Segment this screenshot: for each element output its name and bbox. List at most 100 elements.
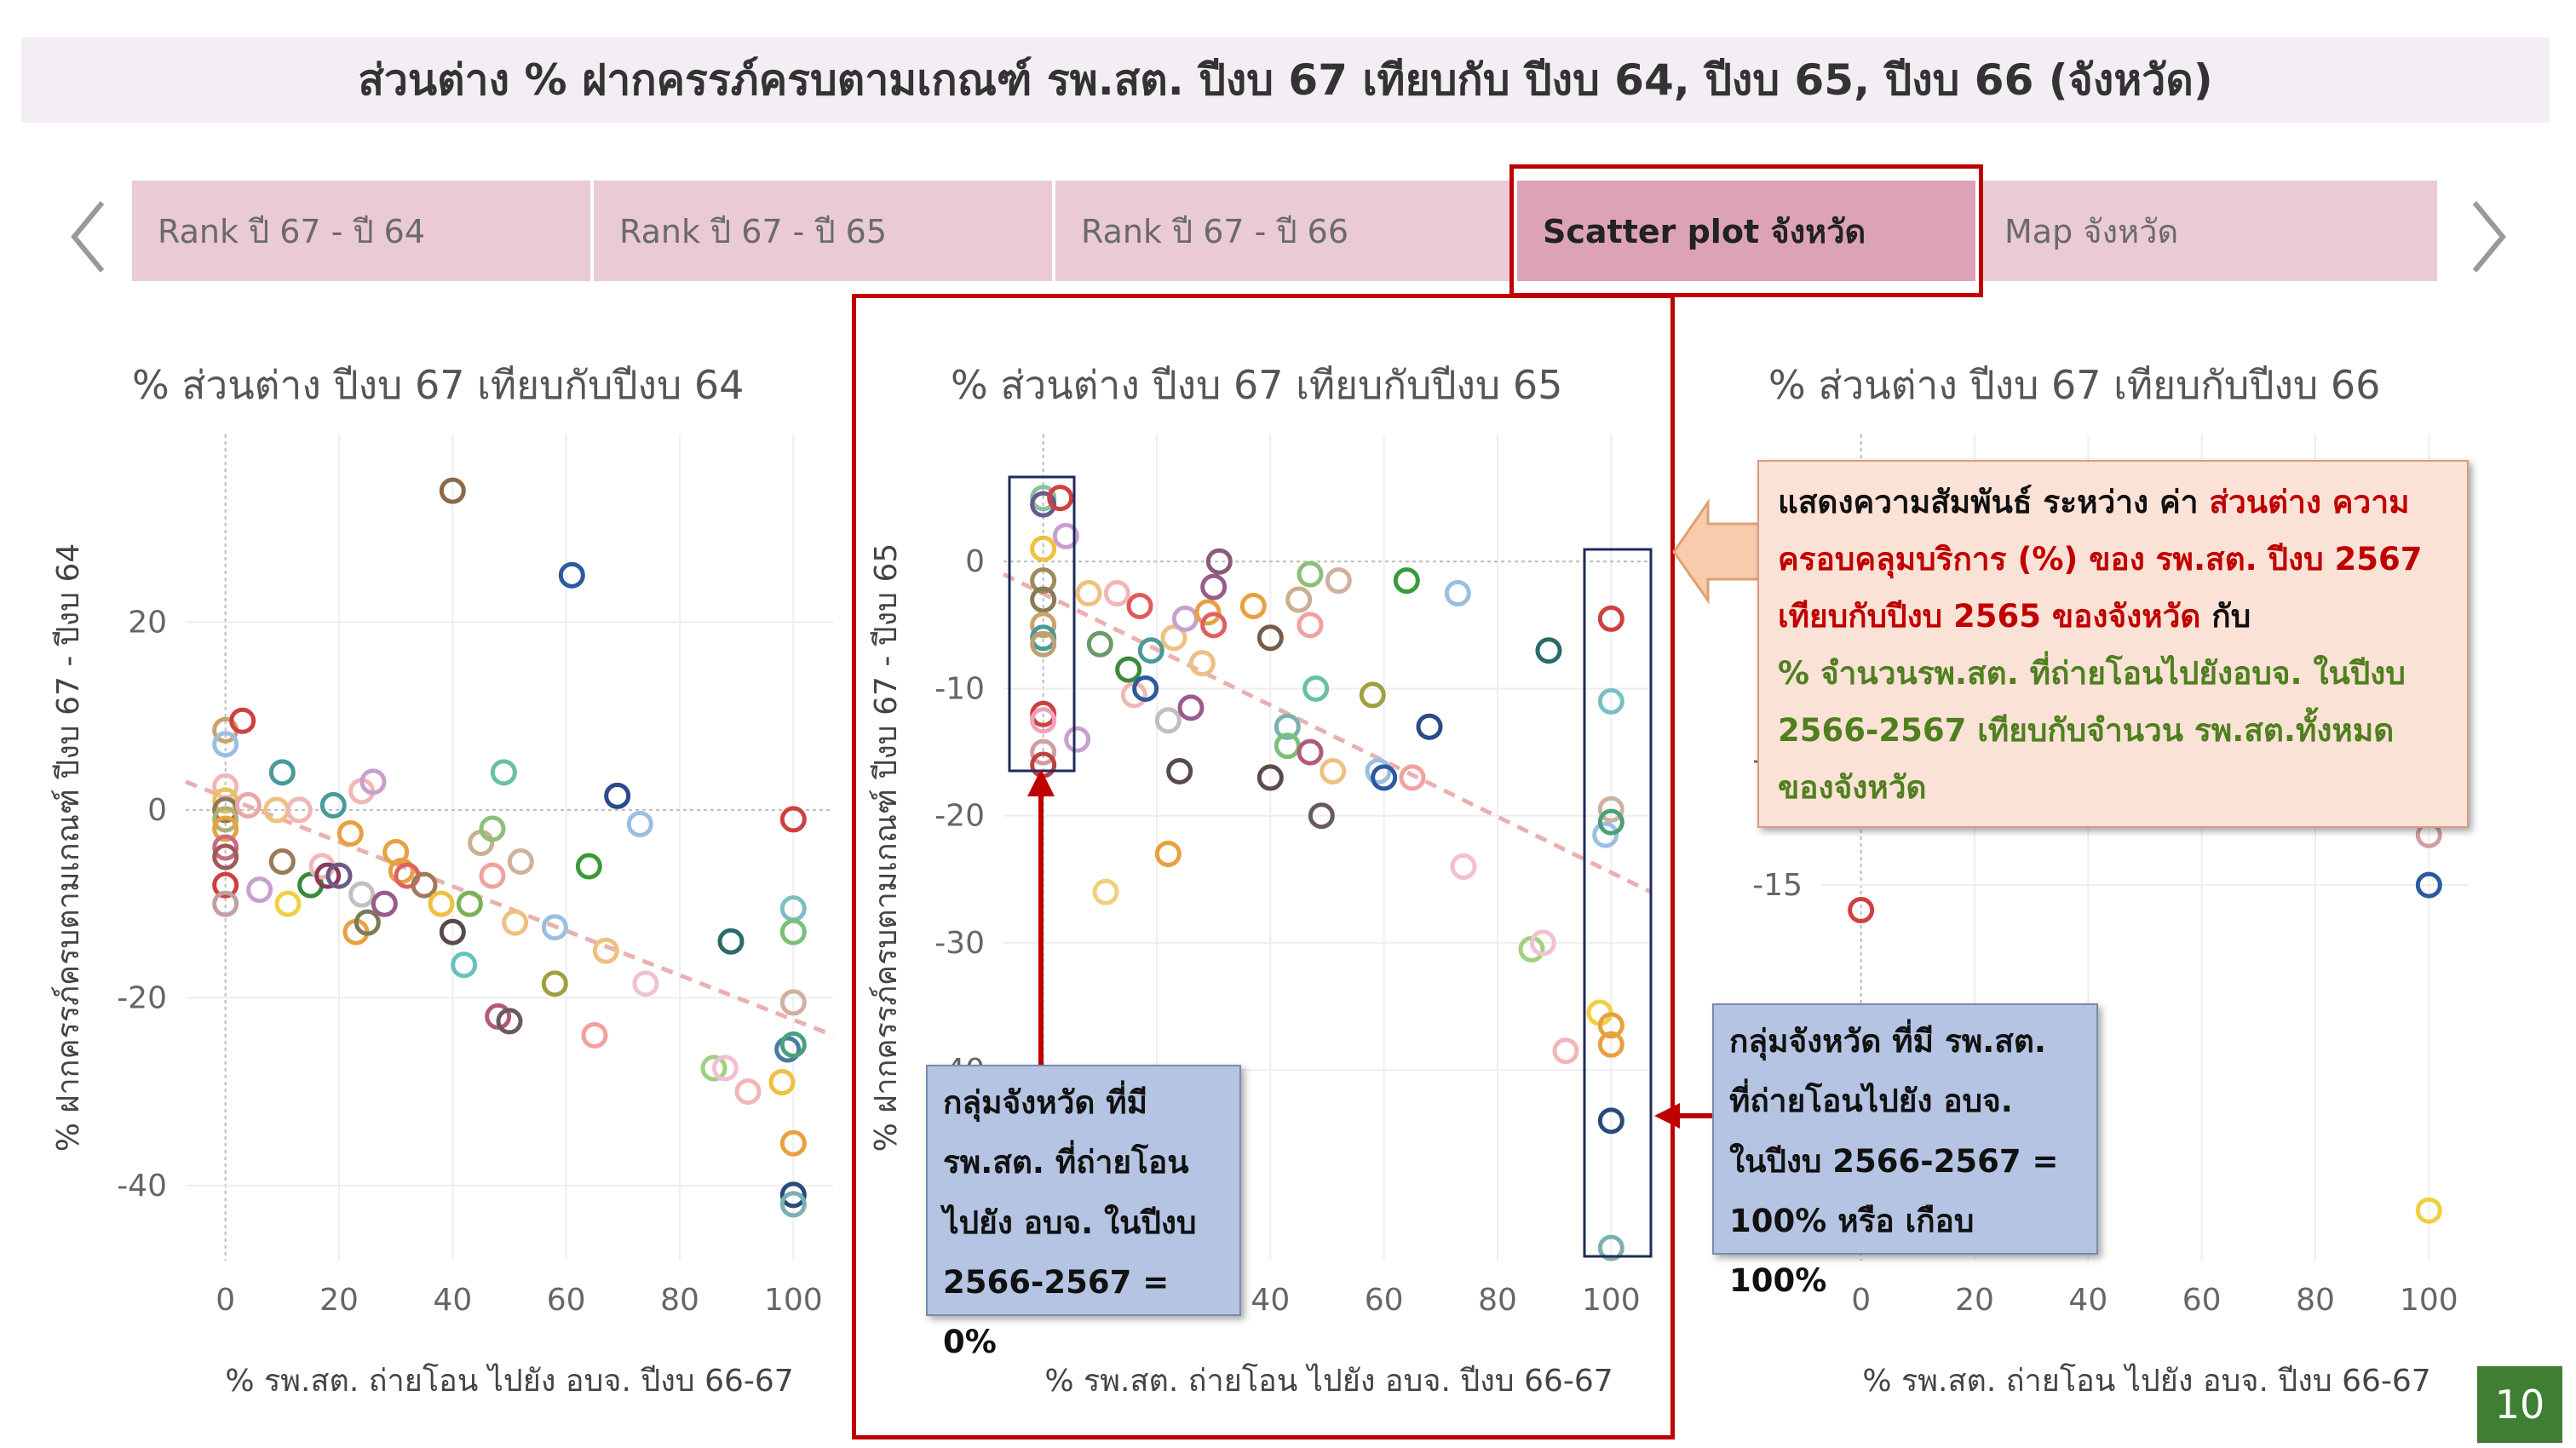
callout-explanation: แสดงความสัมพันธ์ ระหว่าง ค่า ส่วนต่าง คว… bbox=[1757, 460, 2469, 828]
data-point bbox=[319, 791, 347, 819]
x-tick-label: 20 bbox=[1955, 1283, 1994, 1318]
middle-chart-highlight bbox=[852, 294, 1675, 1439]
data-point bbox=[212, 815, 239, 842]
data-point bbox=[1132, 675, 1159, 702]
data-point bbox=[234, 791, 262, 819]
data-point bbox=[779, 918, 807, 945]
data-point bbox=[371, 890, 398, 917]
data-point bbox=[1126, 592, 1153, 619]
data-point bbox=[779, 1031, 807, 1058]
data-point bbox=[1030, 535, 1057, 562]
data-point bbox=[626, 810, 653, 837]
y-axis-label: % ฝากครรภ์ครบตามเกณฑ์ ปีงบ 67 - ปีงบ 64 bbox=[51, 543, 86, 1152]
trend-line bbox=[1002, 572, 1653, 894]
data-point bbox=[212, 843, 239, 871]
x-tick-label: 40 bbox=[1251, 1283, 1290, 1318]
data-point bbox=[456, 890, 483, 917]
data-point bbox=[1320, 757, 1347, 784]
tab-rank-67-66[interactable]: Rank ปี 67 - ปี 66 bbox=[1055, 181, 1514, 281]
data-point bbox=[1137, 637, 1164, 664]
data-point bbox=[1274, 733, 1301, 760]
callout-text: กับ bbox=[2200, 598, 2251, 635]
data-point bbox=[348, 881, 376, 908]
data-point bbox=[711, 1054, 739, 1082]
tab-scatter-plot[interactable]: Scatter plot จังหวัด bbox=[1517, 181, 1975, 281]
data-point bbox=[558, 561, 585, 589]
data-point bbox=[768, 1069, 796, 1096]
chevron-right-icon[interactable] bbox=[2462, 194, 2513, 279]
data-point bbox=[1030, 630, 1057, 658]
data-point bbox=[1047, 485, 1074, 512]
callout-line: 2566-2567 = 0% bbox=[943, 1263, 1170, 1361]
y-tick-label: 20 bbox=[128, 605, 167, 640]
x-tick-label: 60 bbox=[1365, 1283, 1404, 1318]
y-tick-label: 0 bbox=[147, 793, 167, 828]
y-tick-label: -10 bbox=[934, 671, 985, 706]
data-point bbox=[1529, 929, 1556, 957]
right-group-box bbox=[1583, 548, 1653, 1258]
trend-line bbox=[185, 779, 834, 1037]
data-point bbox=[428, 890, 455, 917]
data-point bbox=[388, 858, 415, 885]
data-point bbox=[1075, 580, 1102, 607]
data-point bbox=[1171, 605, 1199, 632]
data-point bbox=[1302, 675, 1330, 702]
x-tick-label: 40 bbox=[433, 1283, 472, 1318]
data-point bbox=[507, 848, 534, 876]
data-point bbox=[1103, 580, 1130, 607]
callout-line: เทียบกับปีงบ 2565 ของจังหวัด กับ bbox=[1778, 588, 2448, 645]
data-point bbox=[1154, 840, 1182, 867]
x-tick-label: 100 bbox=[764, 1283, 823, 1318]
data-point bbox=[1200, 612, 1228, 639]
data-point bbox=[2415, 871, 2442, 899]
data-point bbox=[354, 909, 381, 936]
data-point bbox=[541, 914, 568, 941]
chart-title-66: % ส่วนต่าง ปีงบ 67 เทียบกับปีงบ 66 bbox=[1768, 362, 2381, 408]
data-point bbox=[779, 806, 807, 833]
data-point bbox=[734, 1078, 762, 1106]
data-point bbox=[1239, 592, 1267, 619]
callout-text: ของจังหวัด bbox=[1778, 769, 1927, 806]
active-tab-highlight bbox=[1509, 164, 1983, 297]
data-point bbox=[1597, 687, 1624, 715]
data-point bbox=[336, 819, 364, 847]
callout-line: 100% หรือ เกือบ 100% bbox=[1729, 1202, 1975, 1300]
data-point bbox=[268, 848, 296, 876]
data-point bbox=[1092, 878, 1119, 905]
data-point bbox=[1200, 573, 1228, 600]
right-arrow-head bbox=[1654, 1103, 1680, 1129]
data-point bbox=[1450, 853, 1477, 880]
x-tick-label: 20 bbox=[319, 1283, 359, 1318]
tab-map[interactable]: Map จังหวัด bbox=[1979, 181, 2437, 281]
tab-rank-67-64[interactable]: Rank ปี 67 - ปี 64 bbox=[132, 181, 590, 281]
x-tick-label: 60 bbox=[547, 1283, 586, 1318]
chart-title-65: % ส่วนต่าง ปีงบ 67 เทียบกับปีงบ 65 bbox=[951, 362, 1563, 408]
y-tick-label: -40 bbox=[117, 1169, 167, 1204]
x-tick-label: 100 bbox=[1582, 1283, 1641, 1318]
dashboard-title: ส่วนต่าง % ฝากครรภ์ครบตามเกณฑ์ รพ.สต. ปี… bbox=[358, 55, 2213, 105]
data-point bbox=[1535, 637, 1562, 664]
callout-full-transfer: กลุ่มจังหวัด ที่มี รพ.สต. ที่ถ่ายโอนไปยั… bbox=[1712, 1003, 2098, 1299]
data-point bbox=[212, 871, 239, 899]
callout-zero-transfer: กลุ่มจังหวัด ที่มี รพ.สต. ที่ถ่ายโอน ไปย… bbox=[926, 1065, 1241, 1360]
callout-text: ส่วนต่าง ความ bbox=[2209, 484, 2410, 520]
x-tick-label: 80 bbox=[1478, 1283, 1517, 1318]
data-point bbox=[439, 477, 466, 504]
data-point bbox=[717, 928, 745, 955]
data-point bbox=[1597, 1031, 1624, 1058]
data-point bbox=[1177, 694, 1205, 721]
x-tick-label: 0 bbox=[216, 1283, 235, 1318]
data-point bbox=[1597, 1012, 1624, 1039]
callout-line: แสดงความสัมพันธ์ ระหว่าง ค่า ส่วนต่าง คว… bbox=[1778, 474, 2448, 531]
data-point bbox=[1052, 522, 1079, 549]
data-point bbox=[1115, 656, 1142, 683]
data-point bbox=[575, 853, 602, 880]
x-axis-label: % รพ.สต. ถ่ายโอน ไปยัง อบจ. ปีงบ 66-67 bbox=[1862, 1363, 2430, 1399]
data-point bbox=[1030, 586, 1057, 613]
data-point bbox=[479, 815, 506, 842]
data-point bbox=[1297, 612, 1324, 639]
tab-rank-67-65[interactable]: Rank ปี 67 - ปี 65 bbox=[594, 181, 1052, 281]
chevron-left-icon[interactable] bbox=[64, 194, 115, 279]
y-tick-label: -30 bbox=[934, 926, 985, 961]
